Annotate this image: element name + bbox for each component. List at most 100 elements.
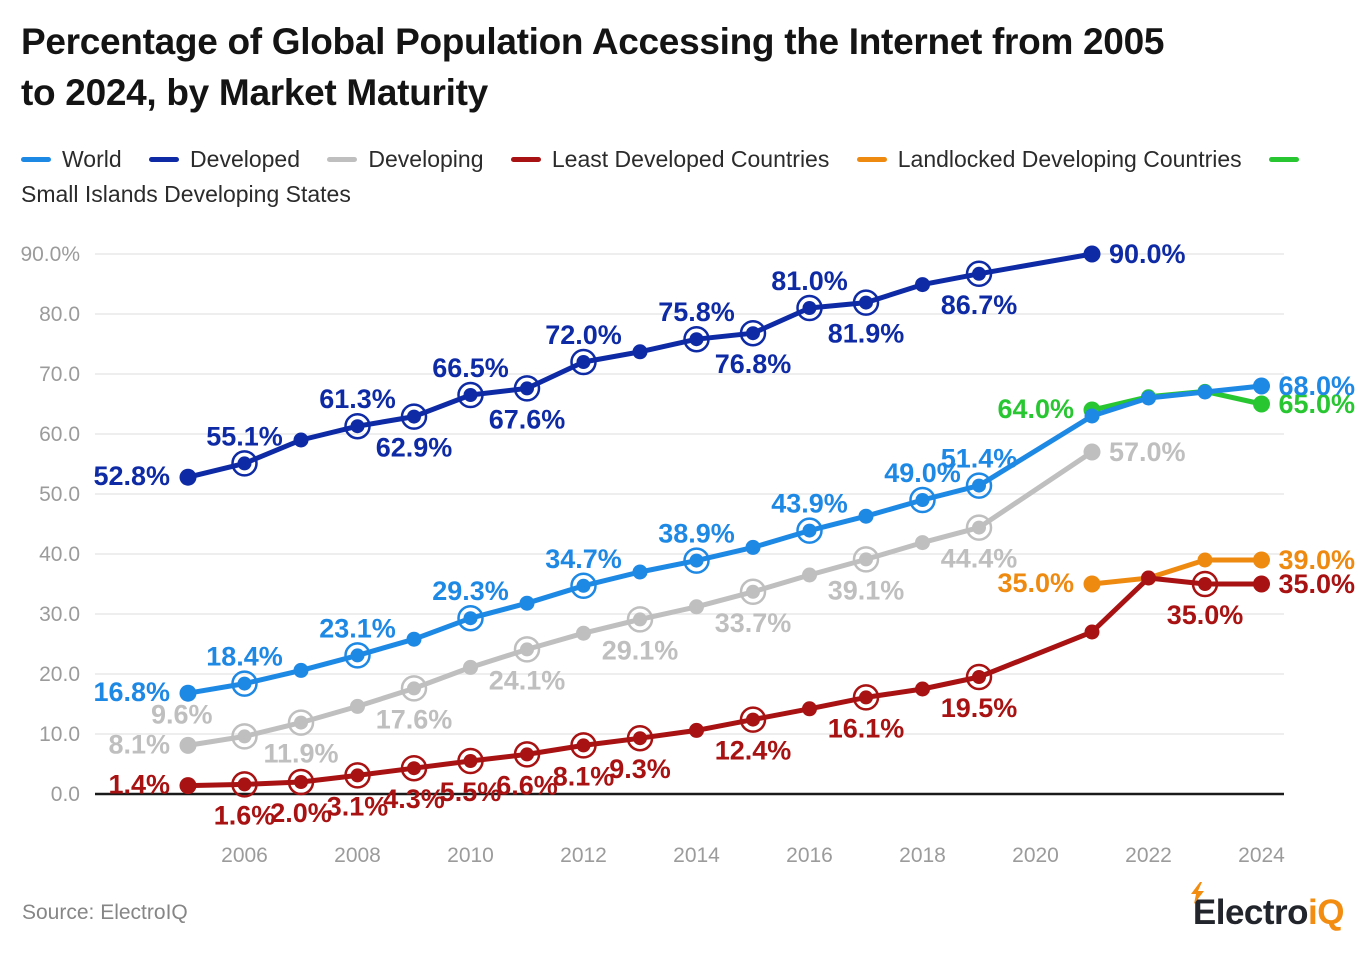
data-label: 8.1% — [553, 761, 615, 791]
svg-text:80.0: 80.0 — [39, 303, 80, 326]
series-developing — [179, 443, 1101, 754]
svg-text:60.0: 60.0 — [39, 423, 80, 446]
data-point — [344, 762, 371, 789]
legend-swatch-least-developed-countries — [510, 157, 541, 163]
data-point — [852, 289, 880, 316]
svg-text:2016: 2016 — [786, 844, 833, 867]
svg-text:70.0: 70.0 — [39, 363, 80, 386]
data-point — [859, 552, 873, 567]
data-label: 18.4% — [206, 642, 283, 672]
data-label: 8.1% — [108, 729, 170, 759]
data-point — [407, 761, 421, 776]
data-point — [739, 319, 767, 347]
data-point — [739, 578, 767, 606]
data-point — [400, 675, 428, 702]
data-point — [1198, 577, 1212, 591]
chart-title-line-2: to 2024, by Market Maturity — [21, 72, 488, 113]
data-point — [745, 539, 761, 555]
data-point — [294, 775, 308, 789]
data-point — [1084, 408, 1100, 424]
data-point — [965, 663, 993, 691]
data-label: 12.4% — [715, 736, 792, 766]
data-point — [852, 546, 880, 573]
legend-item-small-islands-developing-states: Small Islands Developing States — [21, 146, 1310, 207]
logo-bolt-icon — [1190, 882, 1204, 904]
series-least-developed-countries — [179, 570, 1270, 798]
legend-item-developing: Developing — [327, 146, 484, 172]
data-point — [237, 729, 252, 744]
data-label: 23.1% — [319, 613, 396, 643]
legend-swatch-world — [21, 157, 51, 163]
logo-text-accent: iQ — [1308, 893, 1344, 932]
source-note: Source: ElectroIQ — [22, 901, 188, 924]
chart-title: Percentage of Global Population Accessin… — [21, 16, 1351, 118]
data-point — [350, 419, 365, 434]
legend-label-developing: Developing — [368, 146, 484, 172]
legend-label-developed: Developed — [190, 146, 301, 172]
data-label: 67.6% — [489, 404, 566, 434]
data-label: 61.3% — [319, 384, 396, 414]
data-point — [576, 625, 591, 641]
data-point — [632, 564, 648, 580]
data-point — [179, 777, 197, 795]
data-point — [626, 724, 654, 752]
data-label: 1.6% — [214, 800, 276, 830]
data-label: 75.8% — [658, 297, 735, 327]
data-label: 34.7% — [545, 544, 622, 574]
data-label: 29.3% — [432, 576, 509, 606]
data-point — [632, 344, 648, 360]
data-point — [179, 684, 197, 702]
legend-item-landlocked-developing-countries: Landlocked Developing Countries — [856, 146, 1242, 172]
data-label: 52.8% — [93, 461, 170, 491]
svg-text:2022: 2022 — [1125, 844, 1172, 867]
data-label: 11.9% — [263, 739, 338, 769]
data-point — [406, 631, 422, 647]
data-point — [350, 648, 365, 663]
data-label: 1.4% — [108, 770, 170, 800]
data-label: 72.0% — [545, 320, 622, 350]
data-point — [802, 523, 817, 538]
data-label: 44.4% — [941, 544, 1018, 574]
data-point — [972, 478, 986, 493]
data-point — [520, 747, 534, 762]
data-point — [293, 662, 309, 678]
data-point — [802, 301, 817, 315]
data-point — [1083, 575, 1101, 593]
data-point — [576, 578, 591, 593]
data-label: 5.5% — [440, 777, 502, 807]
data-point — [294, 715, 308, 730]
svg-text:2010: 2010 — [447, 844, 494, 867]
data-label: 38.9% — [658, 519, 735, 549]
data-point — [633, 731, 647, 746]
data-point — [570, 348, 597, 376]
data-label: 35.0% — [1279, 569, 1356, 599]
data-label: 3.1% — [327, 791, 389, 821]
data-point — [1141, 570, 1156, 586]
data-point — [909, 486, 936, 514]
svg-text:10.0: 10.0 — [39, 723, 80, 746]
series-world — [179, 377, 1270, 702]
legend-item-least-developed-countries: Least Developed Countries — [510, 146, 829, 172]
svg-text:2006: 2006 — [221, 844, 268, 867]
data-label: 81.9% — [828, 319, 905, 349]
data-label: 35.0% — [997, 568, 1074, 598]
y-gridlines — [95, 253, 1284, 735]
data-point — [915, 681, 930, 697]
legend-label-world: World — [62, 146, 122, 172]
data-label: 90.0% — [1109, 239, 1186, 269]
data-point — [520, 642, 534, 657]
data-point — [739, 706, 767, 733]
data-point — [965, 472, 993, 499]
data-point — [231, 723, 258, 750]
data-point — [463, 754, 478, 768]
data-point — [457, 747, 484, 775]
data-point — [287, 768, 315, 796]
data-point — [859, 295, 873, 310]
data-label: 55.1% — [206, 421, 283, 451]
svg-text:90.0%: 90.0% — [20, 243, 80, 266]
data-point — [513, 636, 541, 663]
legend-swatch-small-islands-developing-states — [1269, 157, 1300, 163]
data-point — [231, 670, 258, 697]
data-label: 39.1% — [828, 575, 905, 605]
svg-text:30.0: 30.0 — [39, 603, 80, 626]
